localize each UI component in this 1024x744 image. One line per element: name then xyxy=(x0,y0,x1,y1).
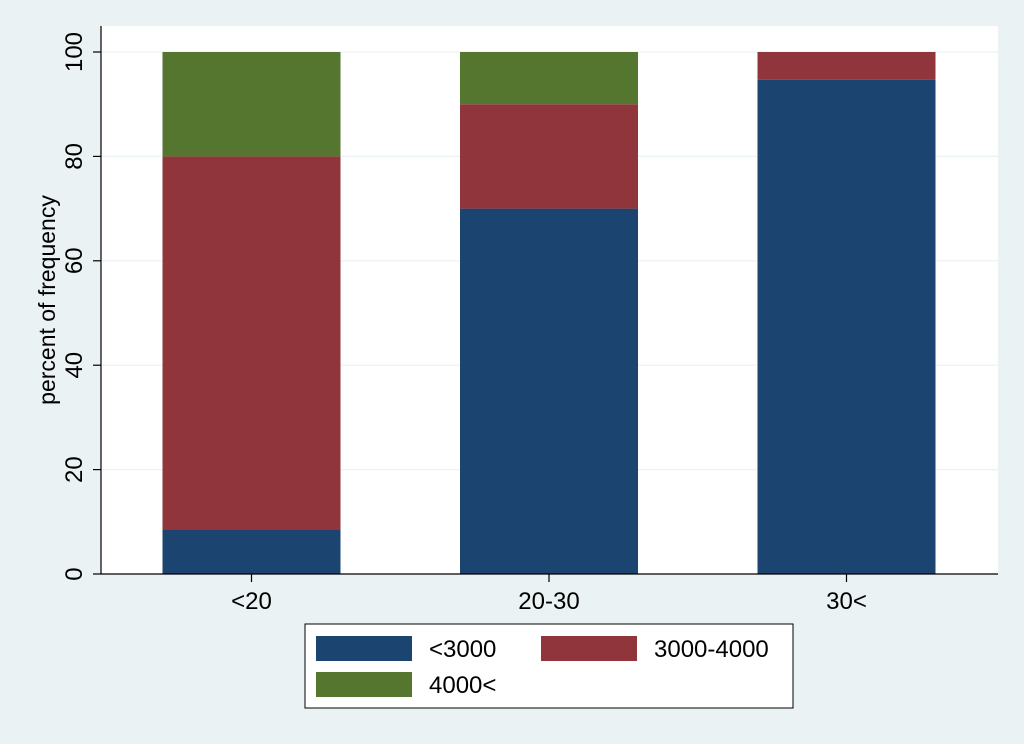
legend: <3000 3000-4000 4000< xyxy=(304,623,794,709)
y-tick-label: 80 xyxy=(61,143,88,170)
legend-label: <3000 xyxy=(429,636,496,663)
x-tick-label: <20 xyxy=(231,588,272,615)
bars xyxy=(162,52,936,574)
bar-segment xyxy=(757,79,936,574)
legend-swatch xyxy=(316,636,412,661)
y-tick-label: 40 xyxy=(61,352,88,379)
y-ticks: 0 20 40 60 80 100 xyxy=(61,32,101,581)
bar-segment xyxy=(162,156,341,530)
bar-segment xyxy=(460,104,638,209)
y-tick-label: 20 xyxy=(61,456,88,483)
y-tick-label: 100 xyxy=(61,32,88,72)
legend-label: 3000-4000 xyxy=(654,636,769,663)
legend-swatch xyxy=(541,636,637,661)
y-tick-label: 60 xyxy=(61,247,88,274)
legend-label: 4000< xyxy=(429,672,496,699)
bar-segment xyxy=(162,52,341,157)
y-tick-label: 0 xyxy=(61,567,88,580)
x-tick-label: 30< xyxy=(826,588,867,615)
x-tick-label: 20-30 xyxy=(518,588,579,615)
bar-segment xyxy=(162,529,341,574)
x-ticks: <20 20-30 30< xyxy=(231,574,867,615)
legend-swatch xyxy=(316,672,412,697)
y-axis-title: percent of frequency xyxy=(34,195,60,405)
bar-segment xyxy=(460,52,638,105)
bar-segment xyxy=(460,208,638,574)
bar-segment xyxy=(757,52,936,80)
